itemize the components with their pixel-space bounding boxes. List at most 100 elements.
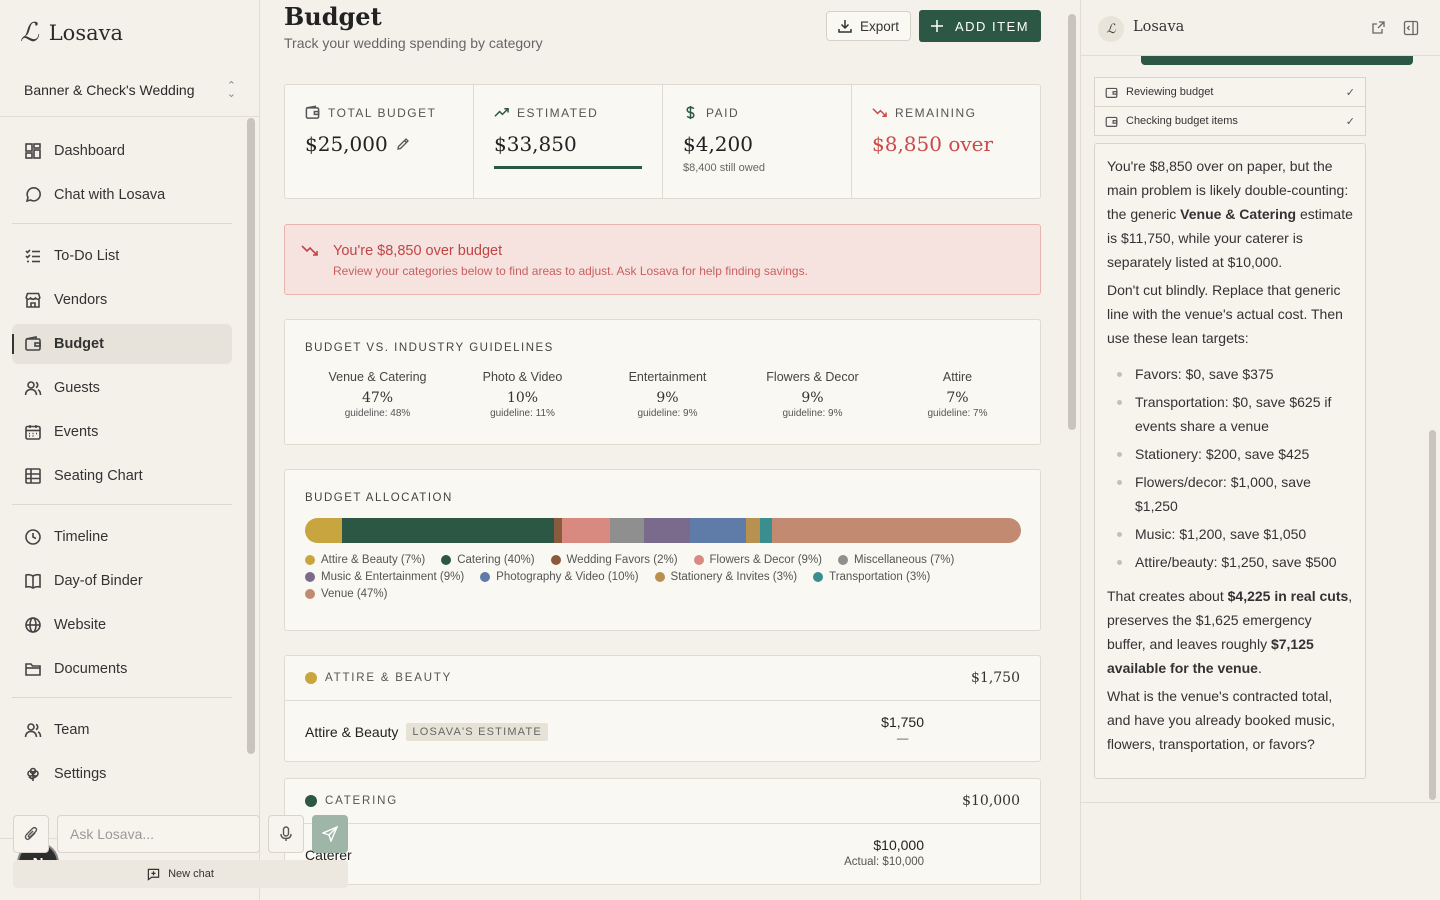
main-content: Budget Track your wedding spending by ca… — [261, 0, 1067, 900]
sidebar-item-events[interactable]: Events — [12, 412, 232, 452]
legend-item: Miscellaneous (7%) — [838, 554, 954, 566]
list-item: Music: $1,200, save $1,050 — [1107, 522, 1353, 546]
legend-item: Stationery & Invites (3%) — [654, 571, 798, 583]
send-button[interactable] — [312, 815, 348, 853]
legend-label: Stationery & Invites (3%) — [670, 571, 798, 583]
stat-total-budget: TOTAL BUDGET $25,000 — [285, 85, 474, 198]
sidebar-item-website[interactable]: Website — [12, 605, 232, 645]
grid-icon — [25, 468, 41, 484]
chat-input[interactable] — [57, 815, 260, 853]
text-run: . — [1257, 660, 1262, 676]
industry-guidelines-card: BUDGET VS. INDUSTRY GUIDELINES Venue & C… — [284, 319, 1041, 445]
losava-logo-icon: ℒ — [1098, 16, 1124, 42]
new-chat-button[interactable]: New chat — [13, 860, 348, 888]
legend-item: Wedding Favors (2%) — [550, 554, 678, 566]
allocation-segment[interactable] — [609, 518, 645, 543]
allocation-segment[interactable] — [690, 518, 746, 543]
category-card-catering: CATERING $10,000 Caterer $10,000 Actual:… — [284, 778, 1041, 885]
list-item: Stationery: $200, save $425 — [1107, 442, 1353, 466]
stat-estimated: ESTIMATED $33,850 — [474, 85, 663, 198]
sidebar: ℒ Losava Banner & Check's Wedding ⌃ ⌄ Das… — [0, 0, 260, 900]
trending-up-icon — [494, 108, 509, 117]
allocation-segment[interactable] — [562, 518, 610, 543]
sidebar-item-label: Documents — [54, 661, 128, 677]
paperclip-icon — [24, 826, 38, 841]
sidebar-item-seating-chart[interactable]: Seating Chart — [12, 456, 232, 496]
budget-item-row[interactable]: Attire & Beauty LOSAVA'S ESTIMATE $1,750… — [285, 701, 1040, 762]
tool-label: Reviewing budget — [1126, 86, 1214, 98]
chat-header: ℒ Losava — [1081, 0, 1440, 56]
allocation-segment[interactable] — [772, 518, 1021, 543]
sidebar-item-vendors[interactable]: Vendors — [12, 280, 232, 320]
allocation-segment[interactable] — [746, 518, 761, 543]
panel-collapse-icon[interactable] — [1403, 20, 1419, 36]
legend-item: Photography & Video (10%) — [480, 571, 639, 583]
category-total: $1,750 — [971, 670, 1020, 686]
check-icon: ✓ — [1345, 86, 1355, 99]
sidebar-item-settings[interactable]: Settings — [12, 754, 232, 794]
users-icon — [24, 381, 42, 396]
guideline-columns: Venue & Catering 47% guideline: 48% Phot… — [305, 370, 1031, 419]
sidebar-item-day-of-binder[interactable]: Day-of Binder — [12, 561, 232, 601]
category-header[interactable]: ATTIRE & BEAUTY $1,750 — [285, 656, 1040, 701]
nav-divider — [12, 223, 232, 224]
add-item-button[interactable]: ADD ITEM — [919, 10, 1041, 42]
wedding-selector[interactable]: Banner & Check's Wedding ⌃ ⌄ — [12, 70, 248, 110]
sidebar-item-label: Guests — [54, 380, 100, 396]
sidebar-item-team[interactable]: Team — [12, 710, 232, 750]
sidebar-item-documents[interactable]: Documents — [12, 649, 232, 689]
sidebar-item-label: Website — [54, 617, 107, 633]
wallet-icon — [1105, 116, 1118, 127]
text-run: , preserves the $1,625 emergency buffer,… — [1107, 588, 1353, 652]
page-subtitle: Track your wedding spending by category — [284, 35, 543, 51]
legend-dot — [693, 555, 704, 565]
sidebar-item-todo[interactable]: To-Do List — [12, 236, 232, 276]
guideline-item: Flowers & Decor 9% guideline: 9% — [740, 370, 885, 419]
text-run: estimate is $11,750, while your caterer … — [1107, 206, 1353, 270]
team-icon — [24, 723, 42, 738]
chat-panel: ℒ Losava Reviewing budget ✓ Checking bud… — [1080, 0, 1440, 900]
store-icon — [25, 292, 41, 308]
sidebar-item-budget[interactable]: Budget — [12, 324, 232, 364]
message-list: Favors: $0, save $375 Transportation: $0… — [1107, 362, 1353, 574]
guideline-pct: 9% — [656, 390, 679, 406]
legend-dot — [305, 589, 315, 599]
brand-logo[interactable]: ℒ Losava — [20, 18, 123, 48]
sidebar-scrollbar[interactable] — [247, 118, 255, 754]
sidebar-item-label: Vendors — [54, 292, 108, 308]
sidebar-item-label: Seating Chart — [54, 468, 143, 484]
sidebar-item-label: Settings — [54, 766, 107, 782]
divider — [0, 116, 260, 117]
sidebar-item-dashboard[interactable]: Dashboard — [12, 131, 232, 171]
guideline-target: guideline: 7% — [927, 408, 988, 419]
legend-item: Transportation (3%) — [813, 571, 930, 583]
chat-title: Losava — [1133, 19, 1185, 35]
budget-item-row[interactable]: Caterer $10,000 Actual: $10,000 — [285, 824, 1040, 885]
export-button[interactable]: Export — [826, 11, 911, 41]
list-item: Favors: $0, save $375 — [1107, 362, 1353, 386]
attach-button[interactable] — [13, 815, 49, 853]
sidebar-item-chat[interactable]: Chat with Losava — [12, 175, 232, 215]
external-link-icon[interactable] — [1371, 20, 1386, 35]
chat-scrollbar[interactable] — [1429, 430, 1436, 800]
trending-down-icon — [301, 245, 318, 256]
guideline-item: Venue & Catering 47% guideline: 48% — [305, 370, 450, 419]
allocation-segment[interactable] — [342, 518, 555, 543]
stat-value: $33,850 — [494, 132, 577, 156]
allocation-segment[interactable] — [554, 518, 563, 543]
estimate-badge: LOSAVA'S ESTIMATE — [406, 722, 548, 741]
category-header[interactable]: CATERING $10,000 — [285, 779, 1040, 824]
sidebar-item-timeline[interactable]: Timeline — [12, 517, 232, 557]
legend-dot — [305, 555, 315, 565]
pencil-icon[interactable] — [396, 137, 410, 151]
export-label: Export — [859, 18, 900, 34]
legend-item: Music & Entertainment (9%) — [305, 571, 464, 583]
guideline-name: Entertainment — [628, 370, 707, 384]
allocation-segment[interactable] — [760, 518, 773, 543]
mic-button[interactable] — [268, 815, 304, 853]
sidebar-item-guests[interactable]: Guests — [12, 368, 232, 408]
allocation-segment[interactable] — [305, 518, 343, 543]
allocation-segment[interactable] — [644, 518, 691, 543]
chat-composer — [1081, 802, 1440, 900]
main-scrollbar[interactable] — [1068, 14, 1076, 430]
